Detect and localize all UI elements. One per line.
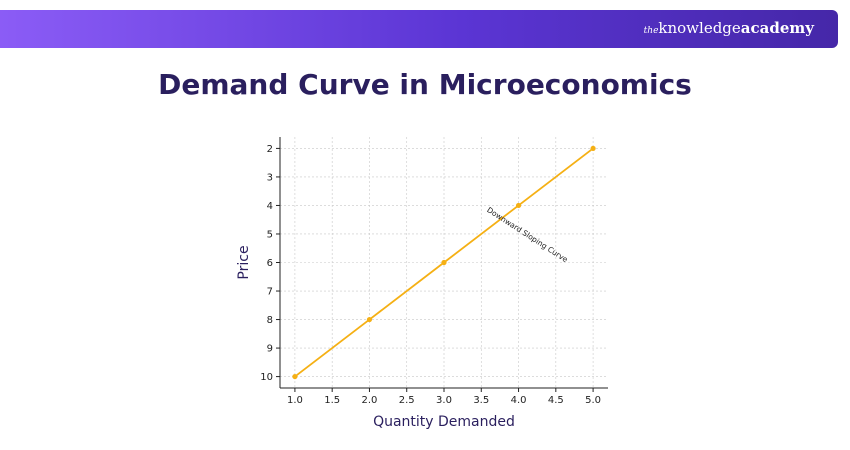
- x-tick-label: 5.0: [585, 395, 601, 406]
- curve-annotation: Downward Sloping Curve: [485, 205, 569, 264]
- x-axis-label: Quantity Demanded: [373, 414, 515, 430]
- x-tick-label: 2.0: [362, 395, 378, 406]
- x-tick-label: 4.0: [511, 395, 527, 406]
- x-tick-label: 4.5: [548, 395, 564, 406]
- x-tick-label: 1.5: [324, 395, 340, 406]
- chart-grid: [280, 137, 608, 388]
- brand-prefix: the: [643, 26, 659, 36]
- data-point: [515, 202, 522, 209]
- x-tick-label: 1.0: [287, 395, 303, 406]
- data-point: [441, 259, 447, 266]
- data-point: [366, 316, 373, 323]
- page-title: Demand Curve in Microeconomics: [158, 68, 692, 101]
- x-tick-label: 3.0: [436, 395, 452, 406]
- chart-series: [292, 145, 596, 380]
- y-tick-label: 4: [267, 201, 273, 212]
- chart-ticks: 1.0 1.5 2.0 2.5 3.0 3.5 4.0 4.5 5.0 2 3 4 5 6 7 8 9 10: [260, 144, 601, 406]
- brand-mid: knowledge: [658, 19, 741, 37]
- y-tick-label: 8: [267, 315, 273, 326]
- y-tick-label: 3: [267, 172, 273, 183]
- brand-logo[interactable]: theknowledgeacademy: [644, 19, 814, 37]
- x-tick-label: 3.5: [473, 395, 489, 406]
- brand-suffix: academy: [740, 19, 814, 37]
- y-axis-label: Price: [236, 245, 252, 279]
- y-tick-label: 5: [267, 229, 273, 240]
- y-tick-label: 7: [267, 287, 273, 298]
- data-point: [292, 373, 298, 380]
- header-banner: theknowledgeacademy: [0, 10, 838, 48]
- y-tick-label: 9: [267, 344, 273, 355]
- y-tick-label: 6: [267, 258, 273, 269]
- y-tick-label: 2: [267, 144, 273, 155]
- x-tick-label: 2.5: [399, 395, 415, 406]
- data-point: [590, 145, 596, 152]
- y-tick-label: 10: [260, 372, 273, 383]
